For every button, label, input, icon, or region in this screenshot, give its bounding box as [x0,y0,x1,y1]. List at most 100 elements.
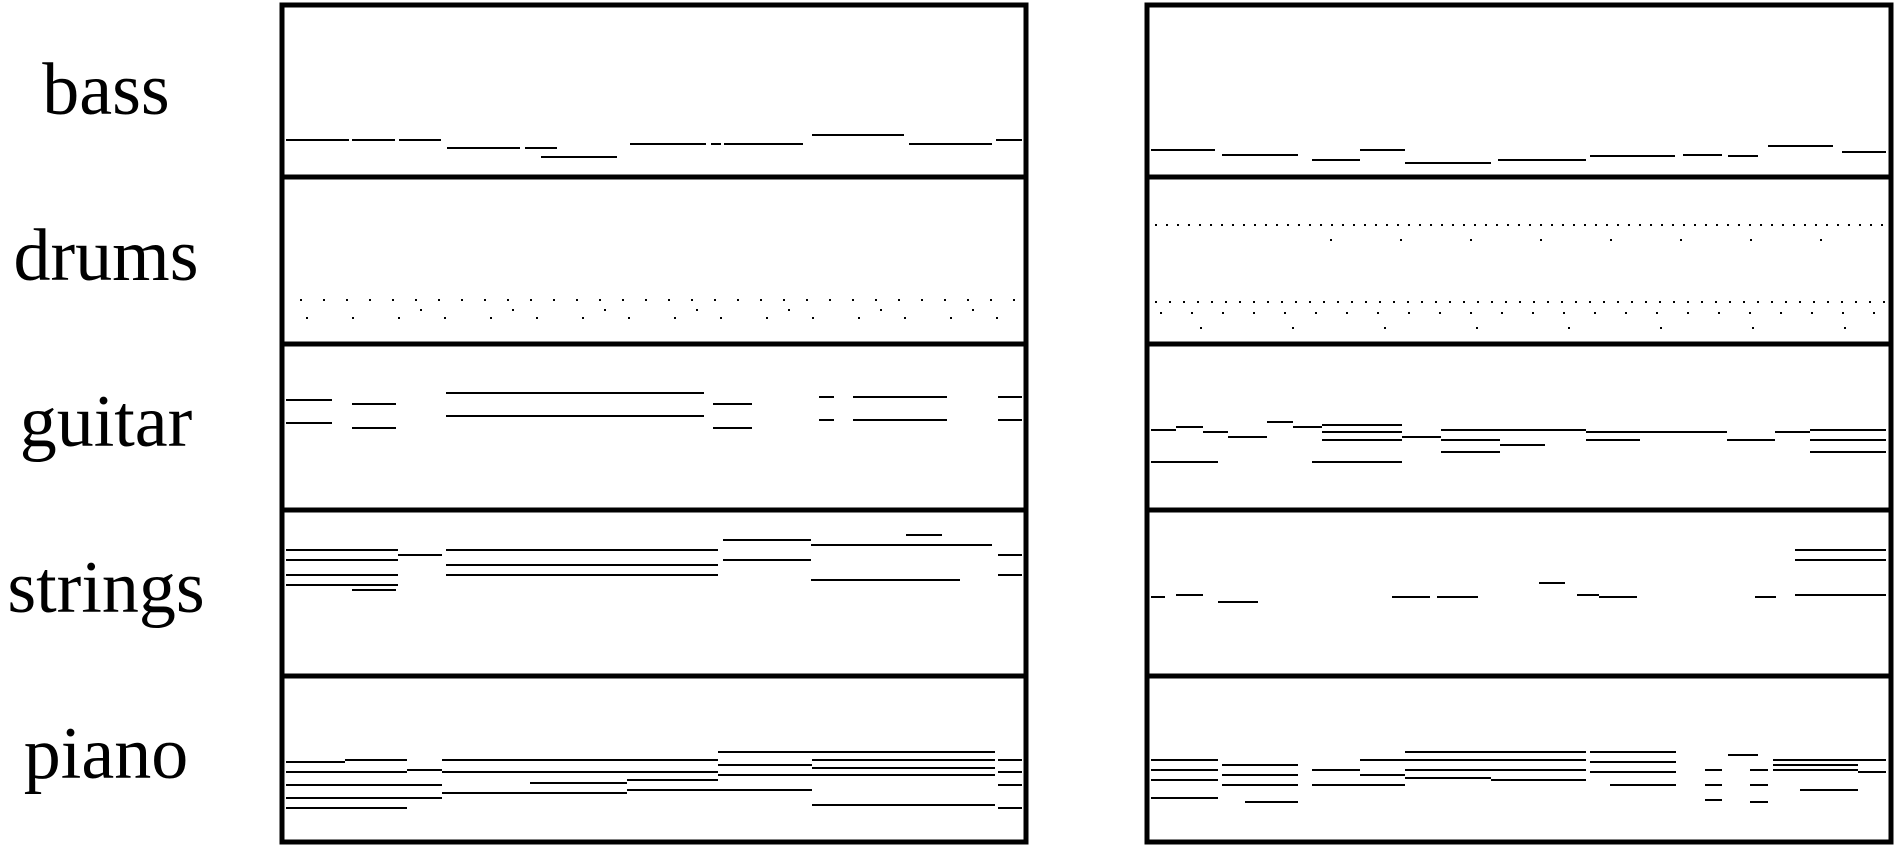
drum-hit [1013,299,1015,301]
drum-hit [1225,301,1227,303]
drum-hit [1501,312,1503,314]
drum-hit [1320,224,1322,226]
drum-hit [1267,301,1269,303]
drum-hit [1476,327,1478,329]
drum-hit [1815,224,1817,226]
drum-hit [1183,301,1185,303]
track-notes-drums [300,299,1015,319]
drum-hit [1540,224,1542,226]
drum-hit [1309,301,1311,303]
drum-hit [1221,224,1223,226]
drum-hit [1253,312,1255,314]
drum-hit [1485,224,1487,226]
drum-hit [1811,312,1813,314]
drum-hit [1841,301,1843,303]
drum-hit [352,317,354,319]
track-notes-bass [286,134,1022,158]
drum-hit [1575,301,1577,303]
track-notes-guitar [1151,421,1886,463]
drum-hit [1199,224,1201,226]
drum-hit [1505,301,1507,303]
drum-hit [1848,224,1850,226]
drum-hit [875,299,877,301]
drum-hit [1547,301,1549,303]
drum-hit [1870,224,1872,226]
drum-hit [760,299,762,301]
drum-hit [1315,312,1317,314]
drum-hit [1430,224,1432,226]
drum-hit [415,299,417,301]
drum-hit [306,317,308,319]
drum-hit [668,299,670,301]
drum-hit [812,317,814,319]
drum-hit [1656,312,1658,314]
track-label-drums: drums [14,215,199,297]
drum-hit [1365,301,1367,303]
drum-hit [1253,301,1255,303]
drum-hit [1589,301,1591,303]
drum-hit [1595,224,1597,226]
drum-hit [1869,301,1871,303]
drum-hit [512,309,514,311]
drum-hit [720,317,722,319]
track-labels: bass drums guitar strings piano [7,49,204,795]
drum-hit [1743,301,1745,303]
drum-hit [1625,312,1627,314]
drum-hit [950,317,952,319]
drum-hit [967,299,969,301]
drum-hit [1160,312,1162,314]
drum-hit [1532,312,1534,314]
drum-hit [1793,224,1795,226]
drum-hit [398,317,400,319]
drum-hit [1222,312,1224,314]
drum-hit [1197,301,1199,303]
drum-hit [1408,312,1410,314]
drum-hit [714,299,716,301]
drum-hit [604,309,606,311]
drum-hit [1166,224,1168,226]
drum-hit [1883,301,1885,303]
drum-hit [1606,224,1608,226]
drum-hit [1701,301,1703,303]
drum-hit [1287,224,1289,226]
drum-hit [904,317,906,319]
track-notes-strings [1151,549,1886,603]
drum-hit [1496,224,1498,226]
drum-hit [1337,301,1339,303]
drum-hit [1393,301,1395,303]
drum-hit [1243,224,1245,226]
drum-hit [1827,301,1829,303]
drum-hit [1491,301,1493,303]
drum-hit [1749,224,1751,226]
drum-hit [1562,224,1564,226]
drum-hit [1281,301,1283,303]
drum-hit [1254,224,1256,226]
panel-frame [1144,2,1894,845]
drum-hit [1785,301,1787,303]
drum-hit [1645,301,1647,303]
drum-hit [369,299,371,301]
drum-hit [1716,224,1718,226]
drum-hit [1842,312,1844,314]
drum-hit [1628,224,1630,226]
drum-hit [1419,224,1421,226]
drum-hit [1820,239,1822,241]
drum-hit [737,299,739,301]
drum-hit [1276,224,1278,226]
drum-hit [1331,224,1333,226]
pianoroll-panel-left [279,2,1029,845]
drum-hit [1804,224,1806,226]
drum-hit [691,299,693,301]
drum-hit [1639,224,1641,226]
drum-hit [1407,301,1409,303]
drum-hit [1859,224,1861,226]
drum-hit [1568,327,1570,329]
drum-hit [1463,301,1465,303]
drum-hit [1211,301,1213,303]
drum-hit [1323,301,1325,303]
drum-hit [1561,301,1563,303]
drum-hit [1210,224,1212,226]
drum-hit [1855,301,1857,303]
drum-hit [1573,224,1575,226]
drum-hit [1470,312,1472,314]
